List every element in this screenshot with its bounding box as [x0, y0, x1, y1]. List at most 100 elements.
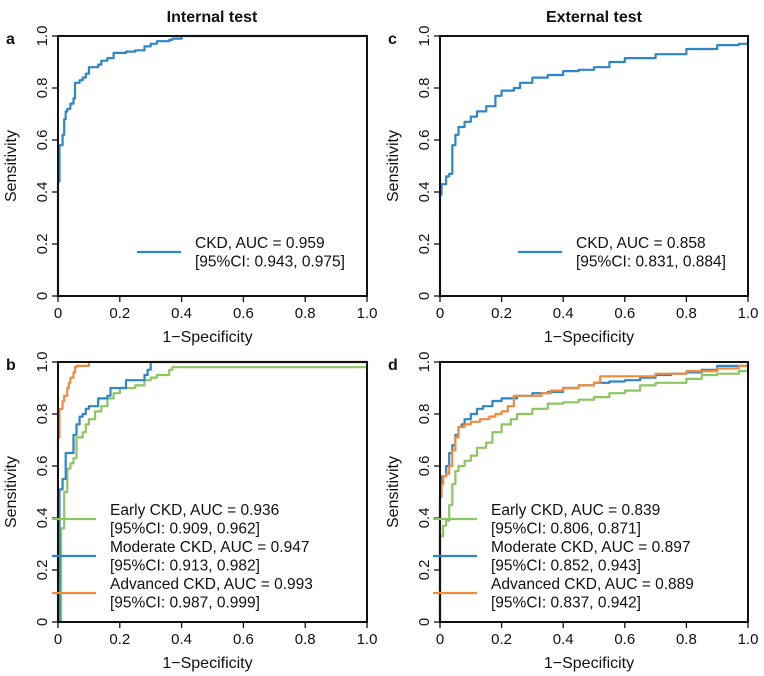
panel-letter: a [6, 31, 15, 48]
x-axis-label: 1−Specificity [162, 655, 252, 672]
x-tick-label: 0 [54, 631, 62, 648]
series-group [56, 360, 369, 624]
legend: Early CKD, AUC = 0.839 [95%CI: 0.806, 0.8… [433, 502, 694, 612]
legend-label: Moderate CKD, AUC = 0.897 [491, 539, 690, 556]
panel-c: c 0 0.2 0.4 0.6 0.8 1.0 0 0.2 0.4 0.6 0.8 1.0 1−Speci… [385, 26, 758, 346]
legend-ci: [95%CI: 0.837, 0.942] [491, 595, 641, 612]
legend-ci: [95%CI: 0.852, 0.943] [491, 558, 641, 575]
x-tick-label: 1.0 [738, 305, 759, 322]
y-tick-label: 0.2 [416, 560, 433, 581]
x-axis-label: 1−Specificity [544, 655, 634, 672]
y-axis-label: Sensitivity [3, 456, 20, 528]
panel-b: b 0 0.2 0.4 0.6 0.8 1.0 0 0.2 0.4 0.6 0.8 1.0 1−Speci… [3, 352, 377, 672]
y-tick-label: 0.8 [416, 404, 433, 425]
panel-letter: c [388, 31, 397, 48]
legend-ci: [95%CI: 0.943, 0.975] [195, 254, 345, 271]
x-tick-label: 0.2 [109, 631, 130, 648]
y-tick-label: 0 [34, 618, 51, 626]
y-tick-label: 1.0 [416, 352, 433, 373]
series-group [438, 38, 750, 296]
y-tick-label: 1.0 [34, 352, 51, 373]
legend: Early CKD, AUC = 0.936 [95%CI: 0.909, 0.9… [52, 502, 313, 612]
x-tick-label: 0.6 [614, 631, 635, 648]
plot-frame [57, 361, 368, 623]
x-tick-label: 1.0 [357, 305, 378, 322]
column-title-external: External test [546, 9, 643, 26]
roc-curve-moderate-ckd [58, 360, 367, 624]
x-tick-label: 1.0 [357, 631, 378, 648]
x-tick-label: 0 [54, 305, 62, 322]
y-tick-label: 0.8 [34, 404, 51, 425]
roc-curve-moderate-ckd [438, 364, 750, 622]
y-tick-label: 0 [34, 292, 51, 300]
x-tick-label: 0.4 [553, 631, 574, 648]
column-title-internal: Internal test [167, 9, 258, 26]
panel-letter: d [388, 357, 398, 374]
legend-ci: [95%CI: 0.806, 0.871] [491, 521, 641, 538]
plot-frame [439, 35, 749, 297]
y-tick-label: 0 [416, 292, 433, 300]
x-tick-label: 0.4 [171, 631, 192, 648]
plot-frame [57, 35, 368, 297]
x-tick-label: 0.8 [676, 631, 697, 648]
y-tick-label: 0.4 [34, 182, 51, 203]
x-tick-label: 0.4 [553, 305, 574, 322]
x-tick-label: 0.4 [171, 305, 192, 322]
x-tick-label: 0.6 [233, 631, 254, 648]
panel-d: d 0 0.2 0.4 0.6 0.8 1.0 0 0.2 0.4 0.6 0.8 1.0 1−Speci… [385, 352, 758, 672]
y-tick-label: 1.0 [34, 26, 51, 47]
roc-curve-early-ckd [438, 364, 750, 622]
panel-a: a 0 0.2 0.4 0.6 0.8 1.0 0 0.2 0.4 0.6 0.8 1.0 1−Speci… [3, 26, 377, 346]
x-tick-label: 0 [436, 305, 444, 322]
roc-curve-ckd [56, 34, 367, 296]
legend-label: Advanced CKD, AUC = 0.993 [110, 576, 313, 593]
series-group [438, 364, 750, 622]
roc-curve-advanced-ckd [438, 364, 750, 622]
legend-ci: [95%CI: 0.913, 0.982] [110, 558, 260, 575]
roc-curve-advanced-ckd [56, 360, 367, 622]
x-tick-label: 0.8 [295, 305, 316, 322]
x-tick-label: 1.0 [738, 631, 759, 648]
y-tick-label: 1.0 [416, 26, 433, 47]
plot-frame [439, 361, 749, 623]
panel-letter: b [6, 357, 16, 374]
x-axis-label: 1−Specificity [544, 329, 634, 346]
x-tick-label: 0.8 [295, 631, 316, 648]
y-tick-label: 0.6 [416, 456, 433, 477]
legend-ci: [95%CI: 0.909, 0.962] [110, 521, 260, 538]
roc-curve-ckd [438, 38, 750, 296]
x-tick-label: 0.6 [233, 305, 254, 322]
y-tick-label: 0.6 [416, 130, 433, 151]
y-tick-label: 0.6 [34, 130, 51, 151]
y-axis-label: Sensitivity [385, 130, 402, 202]
legend-label: CKD, AUC = 0.858 [576, 235, 706, 252]
legend-label: CKD, AUC = 0.959 [195, 235, 325, 252]
x-tick-label: 0.6 [614, 305, 635, 322]
x-tick-label: 0.8 [676, 305, 697, 322]
y-tick-label: 0.4 [416, 508, 433, 529]
legend-label: Early CKD, AUC = 0.839 [491, 502, 660, 519]
y-tick-label: 0.6 [34, 456, 51, 477]
y-axis-label: Sensitivity [3, 130, 20, 202]
y-tick-label: 0.2 [416, 234, 433, 255]
series-group [56, 34, 367, 296]
y-tick-label: 0.4 [34, 508, 51, 529]
y-axis-label: Sensitivity [385, 456, 402, 528]
x-axis-label: 1−Specificity [162, 329, 252, 346]
x-tick-label: 0.2 [109, 305, 130, 322]
y-tick-label: 0.2 [34, 560, 51, 581]
y-tick-label: 0.4 [416, 182, 433, 203]
roc-curve-early-ckd [58, 362, 369, 624]
x-tick-label: 0 [436, 631, 444, 648]
legend-ci: [95%CI: 0.987, 0.999] [110, 595, 260, 612]
legend: CKD, AUC = 0.858 [95%CI: 0.831, 0.884] [518, 235, 726, 271]
x-tick-label: 0.2 [491, 305, 512, 322]
legend-label: Moderate CKD, AUC = 0.947 [110, 539, 309, 556]
legend-label: Advanced CKD, AUC = 0.889 [491, 576, 694, 593]
x-tick-label: 0.2 [491, 631, 512, 648]
y-tick-label: 0 [416, 618, 433, 626]
y-tick-label: 0.8 [34, 78, 51, 99]
legend-ci: [95%CI: 0.831, 0.884] [576, 254, 726, 271]
legend: CKD, AUC = 0.959 [95%CI: 0.943, 0.975] [137, 235, 345, 271]
